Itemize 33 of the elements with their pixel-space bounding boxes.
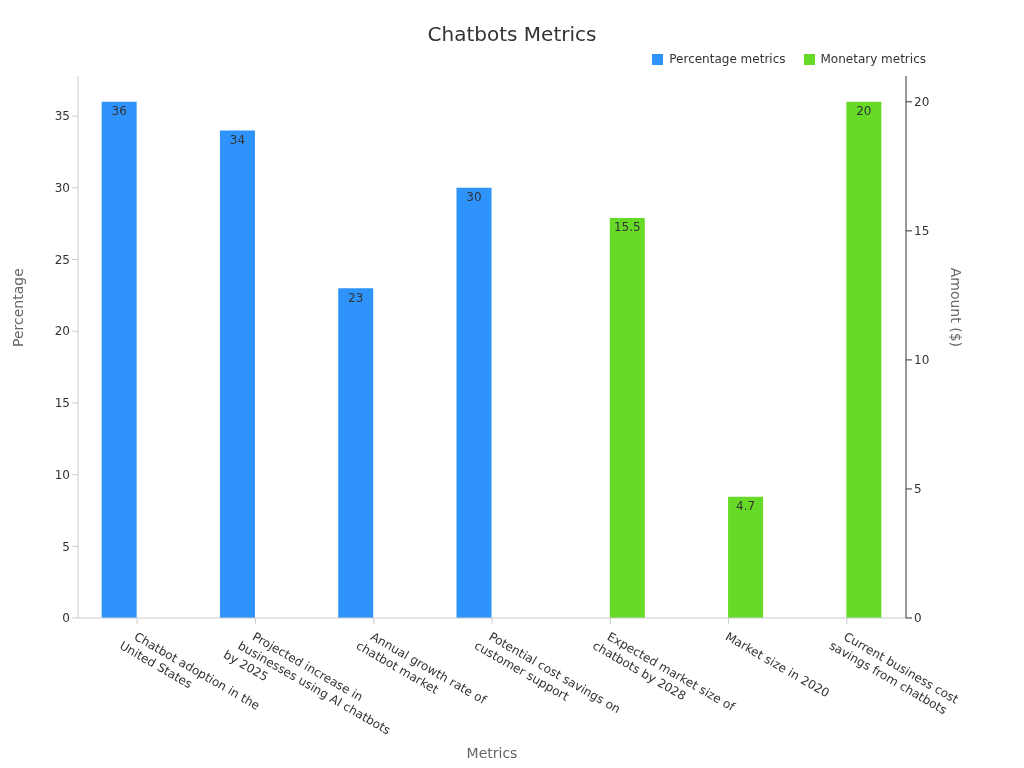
bar xyxy=(728,496,764,618)
y-tick-label: 5 xyxy=(62,539,70,554)
data-label: 20 xyxy=(856,104,872,119)
bar xyxy=(846,101,882,618)
y2-axis-title: Amount ($) xyxy=(948,267,965,347)
y-tick-label: 10 xyxy=(54,467,70,482)
y2-tick-label: 10 xyxy=(914,353,930,368)
bar xyxy=(101,101,137,618)
bar xyxy=(219,130,255,618)
data-label: 23 xyxy=(348,290,364,305)
y-tick-label: 0 xyxy=(62,611,70,626)
y-tick-label: 15 xyxy=(54,396,70,411)
y-tick-label: 35 xyxy=(54,109,70,124)
y2-tick-label: 20 xyxy=(914,95,930,110)
data-label: 34 xyxy=(229,133,246,148)
y-tick-label: 25 xyxy=(54,252,70,267)
data-label: 15.5 xyxy=(613,220,641,235)
data-label: 36 xyxy=(111,104,127,119)
bar xyxy=(456,187,492,618)
chart-title: Chatbots Metrics xyxy=(426,21,598,48)
data-label: 4.7 xyxy=(736,499,756,514)
y-axis-title: Percentage xyxy=(9,268,26,347)
bar xyxy=(338,288,374,618)
y2-tick-label: 0 xyxy=(914,611,922,626)
y-tick-label: 30 xyxy=(54,181,70,196)
x-axis-title: Metrics xyxy=(466,745,518,761)
legend-label: Percentage metrics xyxy=(668,52,786,66)
legend-label: Monetary metrics xyxy=(819,52,926,66)
data-label: 30 xyxy=(466,190,482,205)
y-tick-label: 20 xyxy=(54,324,70,339)
y2-tick-label: 5 xyxy=(914,482,922,497)
y2-tick-label: 15 xyxy=(914,224,930,239)
bar xyxy=(609,217,645,618)
